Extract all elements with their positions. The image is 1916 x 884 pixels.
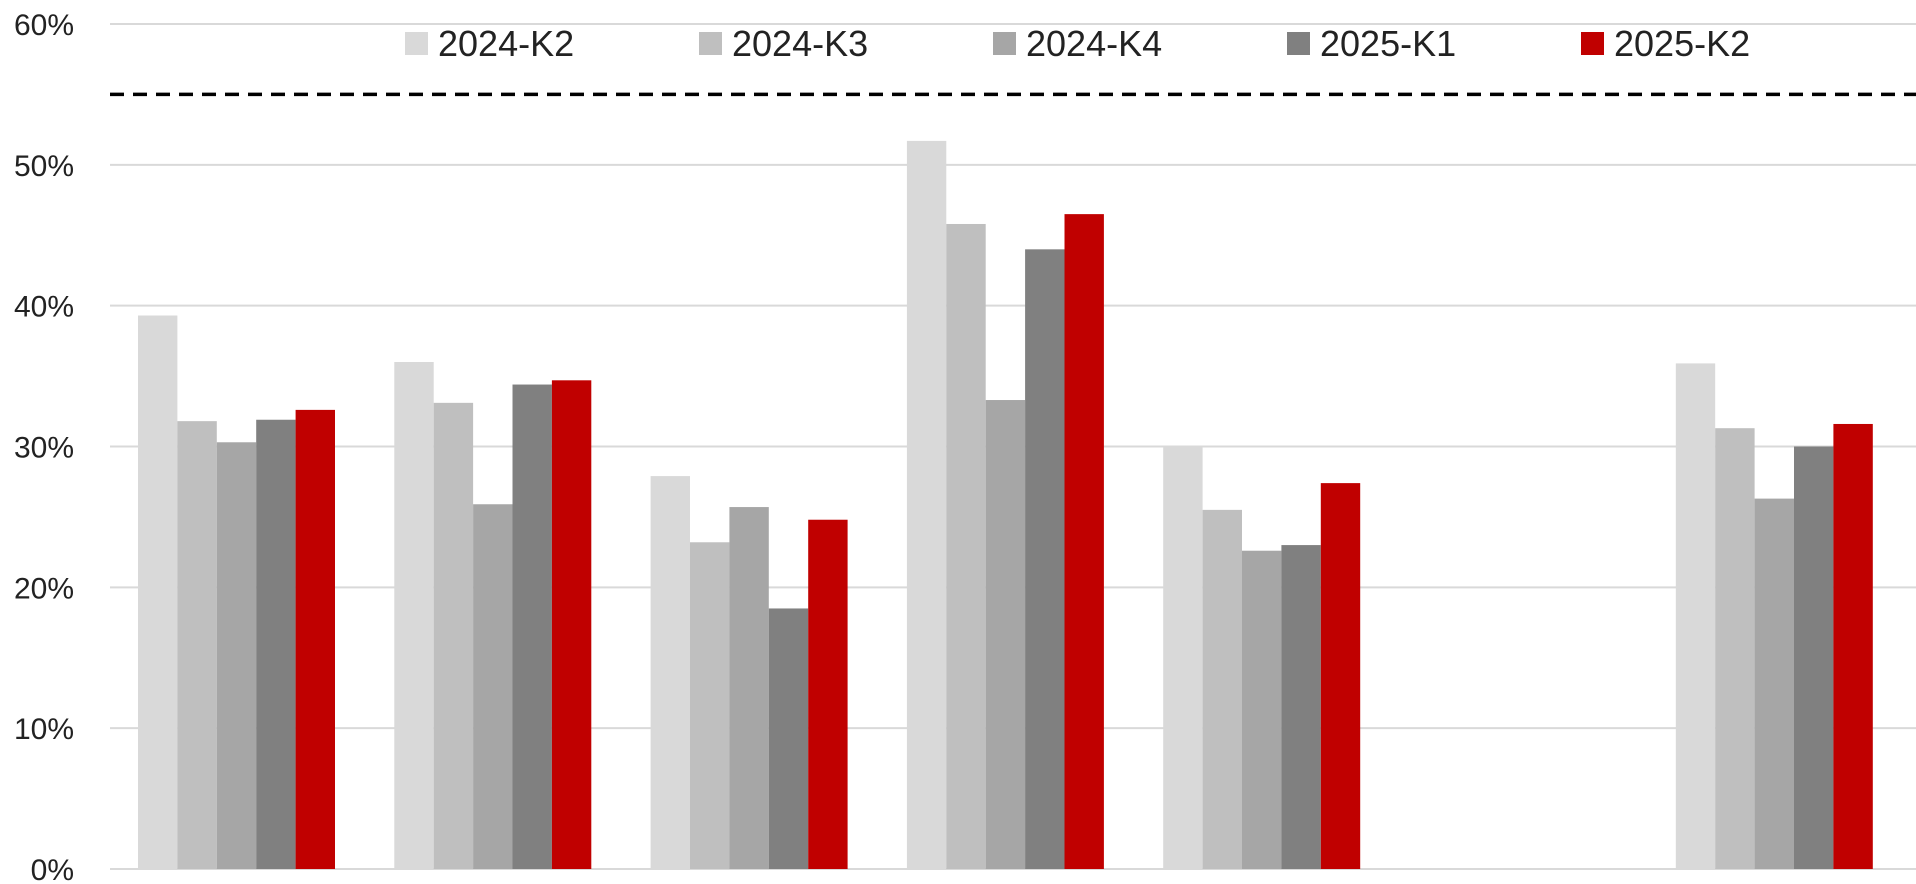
y-axis-ticks: 0% 10% 20% 30% 40% 50% 60% xyxy=(14,9,74,884)
y-tick-label: 40% xyxy=(14,291,74,324)
bar-2024-k3-1 xyxy=(177,421,217,869)
bar-2024-k4-7 xyxy=(1754,498,1794,869)
legend-item-2025-k2: 2025-K2 xyxy=(1581,23,1750,64)
legend-swatch xyxy=(699,32,722,55)
bar-2024-k2-3 xyxy=(650,476,690,869)
legend-swatch xyxy=(1581,32,1604,55)
legend-swatch xyxy=(1287,32,1310,55)
bar-2024-k4-1 xyxy=(216,442,257,869)
bar-2025-k1-7 xyxy=(1794,446,1834,869)
bar-2024-k4-3 xyxy=(729,507,769,869)
bar-2024-k4-4 xyxy=(985,400,1026,869)
legend-label: 2024-K4 xyxy=(1026,23,1162,64)
bar-2025-k1-5 xyxy=(1281,545,1321,869)
bar-2025-k2-2 xyxy=(551,380,592,869)
legend-label: 2025-K1 xyxy=(1320,23,1456,64)
bar-2024-k3-4 xyxy=(946,223,986,869)
y-tick-label: 30% xyxy=(14,432,74,465)
legend-item-2025-k1: 2025-K1 xyxy=(1287,23,1456,64)
bar-2025-k1-4 xyxy=(1025,249,1065,870)
legend-swatch xyxy=(405,32,428,55)
legend-swatch xyxy=(993,32,1016,55)
bar-2025-k2-4 xyxy=(1064,214,1104,869)
legend-item-2024-k4: 2024-K4 xyxy=(993,23,1162,64)
bar-2024-k2-7 xyxy=(1675,363,1716,869)
y-tick-label: 10% xyxy=(14,713,74,746)
bar-2025-k1-1 xyxy=(256,419,296,869)
legend: 2024-K2 2024-K3 2024-K4 2025-K1 2025-K2 xyxy=(405,23,1750,64)
legend-item-2024-k2: 2024-K2 xyxy=(405,23,574,64)
bar-2025-k1-3 xyxy=(768,608,809,869)
bar-2025-k2-7 xyxy=(1833,423,1873,869)
bar-2024-k4-5 xyxy=(1242,550,1282,869)
legend-item-2024-k3: 2024-K3 xyxy=(699,23,868,64)
legend-label: 2025-K2 xyxy=(1614,23,1750,64)
bar-2025-k2-5 xyxy=(1320,483,1361,869)
y-tick-label: 20% xyxy=(14,572,74,605)
y-tick-label: 0% xyxy=(31,854,74,884)
y-tick-label: 50% xyxy=(14,150,74,183)
bar-2024-k2-4 xyxy=(906,140,947,869)
bar-2025-k1-2 xyxy=(512,384,552,869)
bar-2024-k3-7 xyxy=(1715,428,1755,869)
bar-2024-k4-2 xyxy=(473,504,513,869)
y-tick-label: 60% xyxy=(14,9,74,42)
bar-2024-k2-5 xyxy=(1163,446,1203,869)
legend-label: 2024-K2 xyxy=(438,23,574,64)
bar-2025-k2-1 xyxy=(295,409,335,869)
bar-2024-k3-2 xyxy=(433,402,474,869)
legend-label: 2024-K3 xyxy=(732,23,868,64)
bars xyxy=(138,140,1873,870)
bar-2024-k2-1 xyxy=(138,315,178,869)
bar-2024-k3-5 xyxy=(1202,509,1242,869)
bar-2025-k2-3 xyxy=(808,519,848,869)
bar-2024-k3-3 xyxy=(690,542,730,869)
bar-2024-k2-2 xyxy=(394,362,434,869)
